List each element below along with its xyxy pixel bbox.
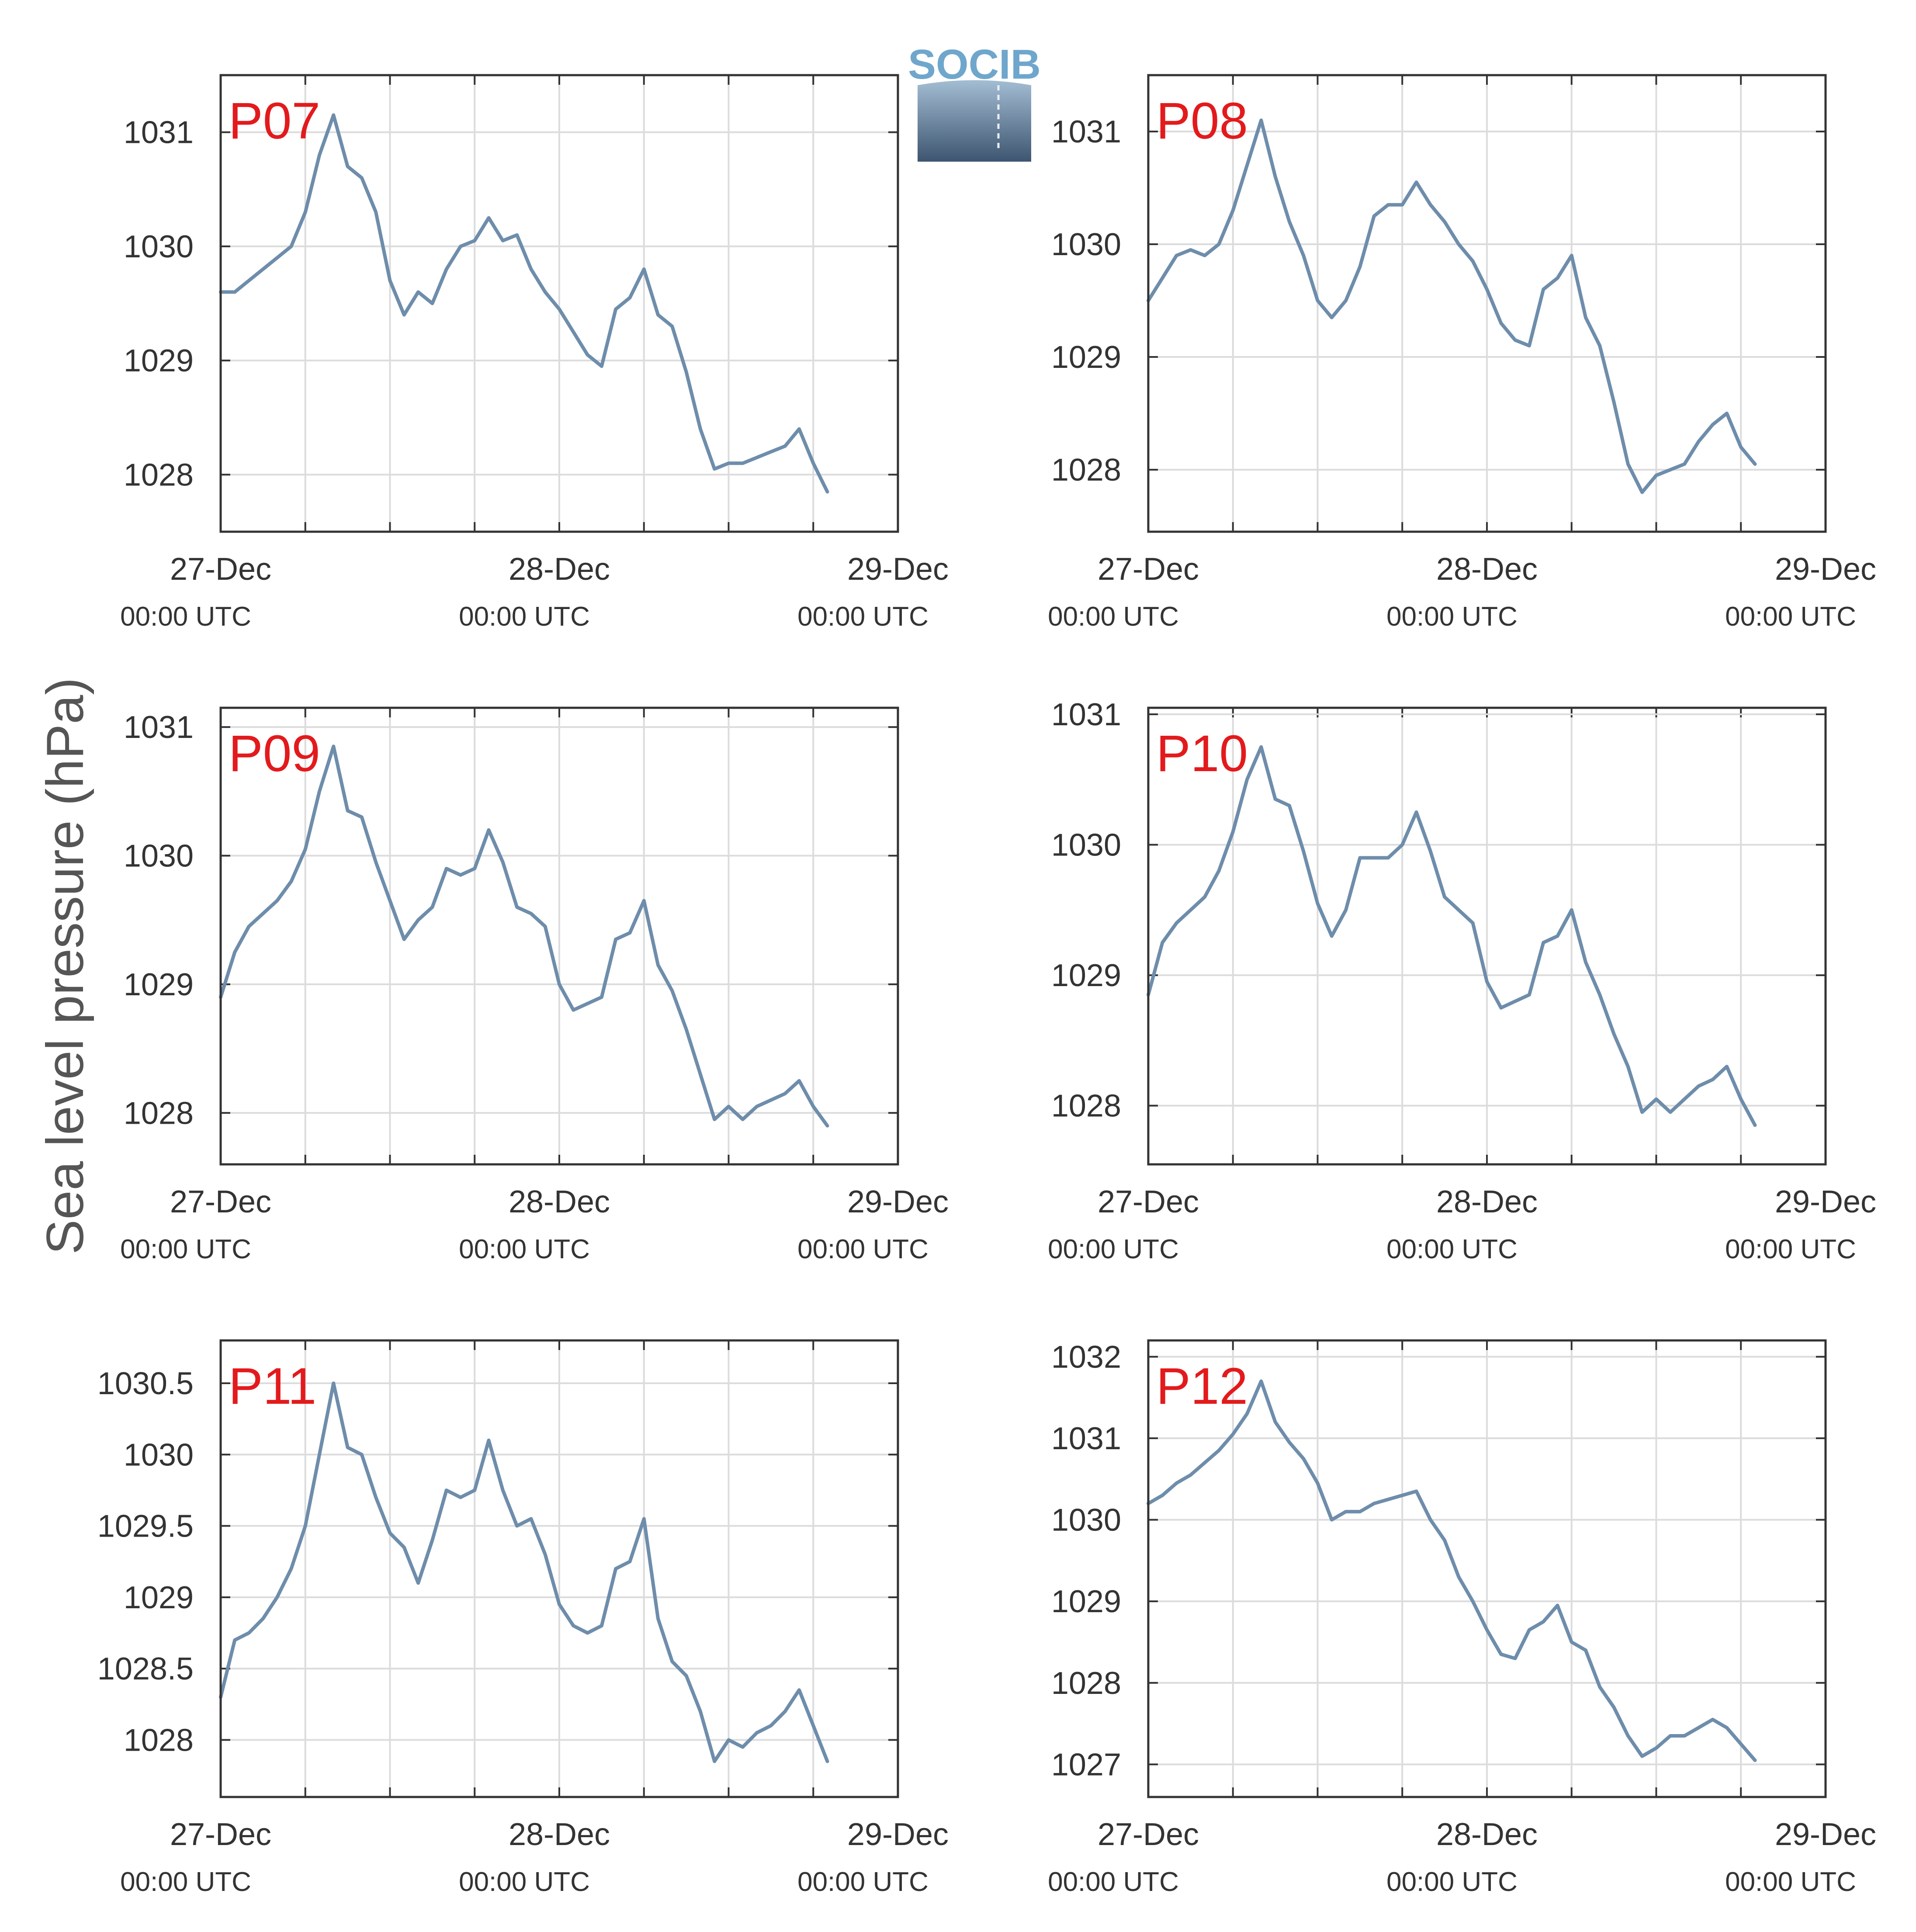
logo-water-shape bbox=[918, 80, 1031, 162]
y-tick-label: 1031 bbox=[1051, 114, 1121, 149]
panel-label: P07 bbox=[229, 92, 320, 150]
x-tick-date-label: 27-Dec bbox=[170, 552, 271, 587]
x-tick-date-label: 28-Dec bbox=[1436, 1184, 1538, 1219]
plot-frame bbox=[1147, 1339, 1827, 1798]
y-tick-label: 1028 bbox=[1051, 1089, 1121, 1124]
panel-label: P11 bbox=[229, 1357, 316, 1415]
y-tick-label: 1032 bbox=[1051, 1340, 1121, 1375]
panel-label: P10 bbox=[1156, 725, 1248, 782]
y-tick-label: 1027 bbox=[1051, 1747, 1121, 1782]
y-tick-label: 1029 bbox=[1051, 340, 1121, 375]
y-tick-label: 1030 bbox=[1051, 828, 1121, 863]
series-line-p11 bbox=[219, 1381, 829, 1763]
x-tick-time-label: 00:00 UTC bbox=[120, 1867, 251, 1897]
series-line-p12 bbox=[1147, 1379, 1757, 1762]
y-tick-label: 1029 bbox=[1051, 958, 1121, 993]
panel-p08: 1028 1029 1030 1031 27-Dec 00:00 UTC 28-Dec 00:… bbox=[1048, 74, 1876, 632]
x-tick-time-label: 00:00 UTC bbox=[797, 1867, 929, 1897]
plot-frame bbox=[219, 1339, 899, 1798]
y-tick-label: 1030 bbox=[124, 229, 194, 264]
y-tick-label: 1029 bbox=[124, 1580, 194, 1615]
x-tick-date-label: 29-Dec bbox=[847, 552, 949, 587]
x-tick-time-label: 00:00 UTC bbox=[1048, 1234, 1179, 1264]
y-tick-label: 1029 bbox=[124, 343, 194, 378]
series-line-p07 bbox=[219, 113, 829, 494]
x-tick-time-label: 00:00 UTC bbox=[459, 1234, 590, 1264]
x-tick-date-label: 27-Dec bbox=[1098, 552, 1199, 587]
y-tick-label: 1028 bbox=[1051, 1666, 1121, 1701]
x-tick-time-label: 00:00 UTC bbox=[120, 602, 251, 632]
y-tick-label: 1029.5 bbox=[97, 1509, 194, 1544]
panel-p07: 1028 1029 1030 1031 27-Dec 00:00 UTC 28-Dec 00:… bbox=[120, 74, 949, 632]
panel-label: P08 bbox=[1156, 92, 1248, 150]
x-tick-time-label: 00:00 UTC bbox=[1048, 1867, 1179, 1897]
socib-logo: SOCIB bbox=[908, 41, 1041, 162]
x-tick-date-label: 29-Dec bbox=[847, 1184, 949, 1219]
x-tick-date-label: 27-Dec bbox=[170, 1184, 271, 1219]
x-tick-date-label: 28-Dec bbox=[509, 552, 610, 587]
y-tick-label: 1030 bbox=[1051, 1503, 1121, 1538]
panel-label: P12 bbox=[1156, 1357, 1248, 1415]
y-tick-label: 1028 bbox=[124, 1096, 194, 1131]
x-tick-date-label: 27-Dec bbox=[1098, 1184, 1199, 1219]
x-tick-date-label: 28-Dec bbox=[509, 1817, 610, 1852]
x-tick-time-label: 00:00 UTC bbox=[459, 602, 590, 632]
series-line-p10 bbox=[1147, 745, 1757, 1127]
y-tick-label: 1030 bbox=[1051, 227, 1121, 262]
panel-p12: 1027 1028 1029 1030 1031 1032 27-Dec 00:00 UTC 2… bbox=[1048, 1339, 1876, 1897]
x-tick-time-label: 00:00 UTC bbox=[1048, 602, 1179, 632]
x-tick-date-label: 29-Dec bbox=[1775, 552, 1876, 587]
y-tick-label: 1030.5 bbox=[97, 1366, 194, 1401]
y-tick-label: 1028 bbox=[1051, 453, 1121, 488]
logo-text: SOCIB bbox=[908, 41, 1041, 88]
x-tick-time-label: 00:00 UTC bbox=[797, 602, 929, 632]
x-tick-time-label: 00:00 UTC bbox=[120, 1234, 251, 1264]
x-tick-date-label: 28-Dec bbox=[1436, 1817, 1538, 1852]
y-tick-label: 1028.5 bbox=[97, 1652, 194, 1686]
y-axis-title: Sea level pressure (hPa) bbox=[36, 678, 94, 1255]
x-tick-date-label: 29-Dec bbox=[1775, 1184, 1876, 1219]
panel-label: P09 bbox=[229, 725, 320, 782]
plot-frame bbox=[1147, 706, 1827, 1166]
plot-frame bbox=[219, 74, 899, 533]
panel-p10: 1028 1029 1030 1031 27-Dec 00:00 UTC 28-Dec 00:… bbox=[1048, 697, 1876, 1264]
series-line-p09 bbox=[219, 744, 829, 1128]
x-tick-date-label: 28-Dec bbox=[1436, 552, 1538, 587]
panel-p09: 1028 1029 1030 1031 27-Dec 00:00 UTC 28-Dec 00:… bbox=[120, 706, 949, 1264]
y-tick-label: 1031 bbox=[1051, 1421, 1121, 1456]
x-tick-time-label: 00:00 UTC bbox=[1725, 1234, 1856, 1264]
y-tick-label: 1028 bbox=[124, 1723, 194, 1758]
x-tick-time-label: 00:00 UTC bbox=[1386, 1234, 1518, 1264]
y-tick-label: 1031 bbox=[124, 115, 194, 150]
chart-panels: 1028 1029 1030 1031 27-Dec 00:00 UTC 28-Dec 00:… bbox=[97, 74, 1876, 1897]
x-tick-date-label: 27-Dec bbox=[170, 1817, 271, 1852]
plot-frame bbox=[1147, 74, 1827, 533]
y-tick-label: 1031 bbox=[124, 710, 194, 745]
x-tick-time-label: 00:00 UTC bbox=[797, 1234, 929, 1264]
y-tick-label: 1030 bbox=[124, 839, 194, 874]
x-tick-time-label: 00:00 UTC bbox=[1725, 1867, 1856, 1897]
x-tick-time-label: 00:00 UTC bbox=[1725, 602, 1856, 632]
y-tick-label: 1031 bbox=[1051, 697, 1121, 732]
y-tick-label: 1029 bbox=[1051, 1584, 1121, 1619]
x-tick-date-label: 29-Dec bbox=[847, 1817, 949, 1852]
plot-frame bbox=[219, 706, 899, 1166]
series-line-p08 bbox=[1147, 118, 1757, 494]
x-tick-time-label: 00:00 UTC bbox=[459, 1867, 590, 1897]
x-tick-time-label: 00:00 UTC bbox=[1386, 602, 1518, 632]
y-tick-label: 1030 bbox=[124, 1437, 194, 1472]
x-tick-date-label: 29-Dec bbox=[1775, 1817, 1876, 1852]
y-tick-label: 1029 bbox=[124, 967, 194, 1002]
panel-p11: 1028 1028.5 1029 1029.5 1030 1030.5 27-Dec 00:0… bbox=[97, 1339, 949, 1897]
x-tick-time-label: 00:00 UTC bbox=[1386, 1867, 1518, 1897]
x-tick-date-label: 28-Dec bbox=[509, 1184, 610, 1219]
y-tick-label: 1028 bbox=[124, 457, 194, 492]
x-tick-date-label: 27-Dec bbox=[1098, 1817, 1199, 1852]
